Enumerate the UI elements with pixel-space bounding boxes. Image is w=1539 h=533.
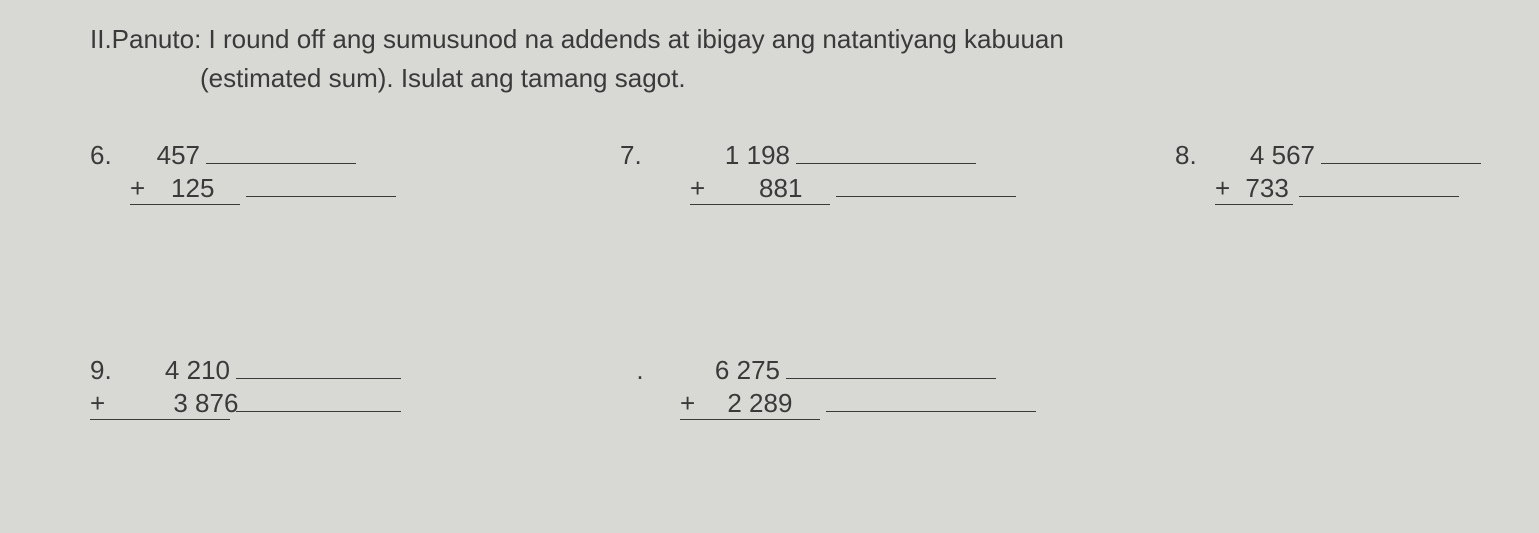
instructions: II.Panuto: I round off ang sumusunod na … <box>90 20 1449 98</box>
problem-9-addend-1: 4 210 <box>130 355 230 386</box>
plus-sign: + <box>1215 173 1230 203</box>
plus-sign: + <box>130 173 145 203</box>
answer-blank[interactable] <box>836 171 1016 197</box>
problem-10-addend-1: 6 275 <box>680 355 780 386</box>
answer-blank[interactable] <box>206 138 356 164</box>
plus-sign: + <box>680 388 695 418</box>
answer-blank[interactable] <box>786 353 996 379</box>
problem-7-addend-1: 1 198 <box>690 140 790 171</box>
answer-blank[interactable] <box>236 353 401 379</box>
plus-sign: + <box>690 173 705 203</box>
problem-number-9: 9. <box>90 355 130 386</box>
answer-blank[interactable] <box>236 386 401 412</box>
problem-8: 8. 4 567 + 733 <box>1175 138 1481 205</box>
problem-number-7: 7. <box>620 140 660 171</box>
answer-blank[interactable] <box>1299 171 1459 197</box>
problem-10-addend-2: 2 289 <box>706 388 792 419</box>
answer-blank[interactable] <box>826 386 1036 412</box>
instructions-line-2: (estimated sum). Isulat ang tamang sagot… <box>200 59 1449 98</box>
problem-10: . 6 275 + 2 289 <box>620 353 1036 420</box>
problem-8-addend-2: 733 <box>1241 173 1293 204</box>
problem-6-addend-2: 125 <box>156 173 214 204</box>
instructions-line-1: II.Panuto: I round off ang sumusunod na … <box>90 20 1449 59</box>
answer-blank[interactable] <box>246 171 396 197</box>
answer-blank[interactable] <box>796 138 976 164</box>
problem-number-10: . <box>620 355 660 386</box>
problem-6-addend-1: 457 <box>130 140 200 171</box>
problem-number-6: 6. <box>90 140 130 171</box>
plus-sign: + <box>90 388 105 418</box>
problem-7: 7. 1 198 + 881 <box>620 138 1016 205</box>
problem-9: 9. 4 210 + 3 876 <box>90 353 401 420</box>
problem-9-addend-2: 3 876 <box>116 388 238 419</box>
problem-6: 6. 457 + 125 <box>90 138 396 205</box>
problem-7-addend-2: 881 <box>716 173 802 204</box>
problem-8-addend-1: 4 567 <box>1215 140 1315 171</box>
problem-number-8: 8. <box>1175 140 1215 171</box>
answer-blank[interactable] <box>1321 138 1481 164</box>
problems-container: 6. 457 + 125 7. 1 198 + 881 <box>90 138 1449 518</box>
